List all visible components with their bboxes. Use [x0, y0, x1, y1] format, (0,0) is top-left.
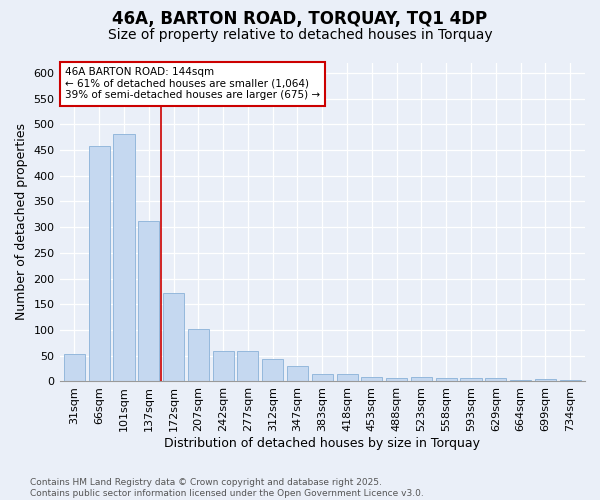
Bar: [535, 379, 556, 382]
Text: Contains HM Land Registry data © Crown copyright and database right 2025.
Contai: Contains HM Land Registry data © Crown c…: [30, 478, 424, 498]
Bar: [337, 374, 358, 382]
Bar: [163, 293, 184, 382]
Bar: [262, 359, 283, 382]
Bar: [485, 378, 506, 382]
Bar: [460, 378, 482, 382]
Text: 46A, BARTON ROAD, TORQUAY, TQ1 4DP: 46A, BARTON ROAD, TORQUAY, TQ1 4DP: [112, 10, 488, 28]
Text: 46A BARTON ROAD: 144sqm
← 61% of detached houses are smaller (1,064)
39% of semi: 46A BARTON ROAD: 144sqm ← 61% of detache…: [65, 68, 320, 100]
Bar: [436, 378, 457, 382]
Bar: [89, 146, 110, 382]
Bar: [138, 222, 160, 382]
X-axis label: Distribution of detached houses by size in Torquay: Distribution of detached houses by size …: [164, 437, 480, 450]
Bar: [287, 366, 308, 382]
Bar: [238, 351, 259, 382]
Bar: [386, 378, 407, 382]
Bar: [312, 374, 333, 382]
Bar: [188, 330, 209, 382]
Bar: [510, 380, 531, 382]
Bar: [113, 134, 134, 382]
Bar: [64, 354, 85, 382]
Bar: [411, 377, 432, 382]
Bar: [560, 380, 581, 382]
Y-axis label: Number of detached properties: Number of detached properties: [15, 124, 28, 320]
Bar: [361, 378, 382, 382]
Bar: [212, 351, 233, 382]
Text: Size of property relative to detached houses in Torquay: Size of property relative to detached ho…: [107, 28, 493, 42]
